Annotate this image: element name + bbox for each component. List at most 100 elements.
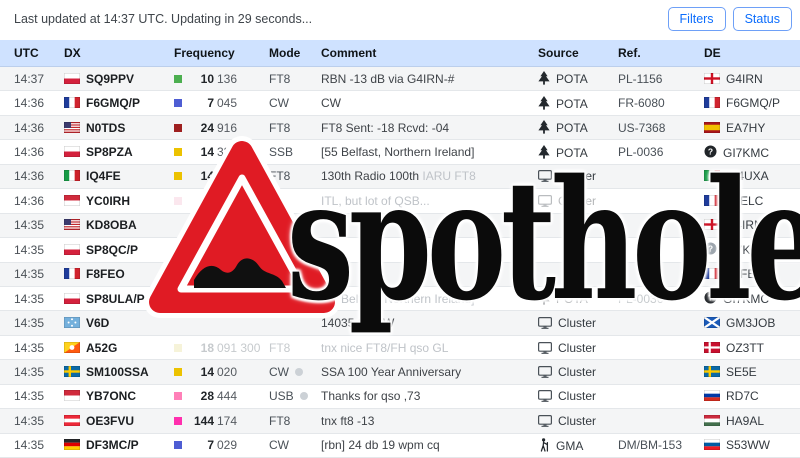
- spot-comment: RBN -13 dB via G4IRN-#: [317, 66, 534, 92]
- spot-utc: 14:36: [0, 139, 60, 165]
- spot-utc: 14:36: [0, 188, 60, 214]
- spot-row[interactable]: 14:36 YC0IRH ITL, but lot of QSB... Cluster…: [0, 188, 800, 214]
- spot-de-callsign: SE5E: [700, 359, 800, 385]
- spot-mode: SSB: [265, 139, 317, 165]
- spot-dx-callsign: YC0IRH: [60, 188, 170, 214]
- spot-dx-callsign: YB7ONC: [60, 384, 170, 410]
- spot-mode: FT8: [265, 66, 317, 92]
- spot-utc: 14:36: [0, 164, 60, 190]
- spot-row[interactable]: 14:35 F8FEO F8FEO: [0, 262, 800, 287]
- spot-row[interactable]: 14:37 SQ9PPV 10 136 FT8 RBN -13 dB via G4IRN-…: [0, 66, 800, 92]
- spot-dx-callsign: N0TDS: [60, 115, 170, 141]
- spot-source: Cluster: [534, 359, 614, 385]
- column-header-frequency: Frequency: [170, 40, 265, 67]
- spot-dx-callsign: OE3FVU: [60, 408, 170, 434]
- spot-frequency: [170, 213, 265, 239]
- spot-mode: CW: [265, 359, 317, 385]
- column-header-ref: Ref.: [614, 40, 700, 67]
- pota-tree-icon: [538, 144, 550, 159]
- spot-mode: [265, 213, 317, 239]
- spot-row[interactable]: 14:35 DF3MC/P 7 029 CW [rbn] 24 db 19 wpm cq G…: [0, 433, 800, 458]
- spot-comment: [317, 237, 534, 263]
- spot-row[interactable]: 14:35 KD8OBA G4IRN: [0, 213, 800, 239]
- svg-text:?: ?: [708, 146, 713, 156]
- spot-de-callsign: IK4UXA: [700, 164, 800, 190]
- spot-dx-callsign: F8FEO: [60, 262, 170, 287]
- flag-at-icon: [64, 414, 80, 426]
- spot-ref: [614, 359, 700, 385]
- spot-ref: DM/BM-153: [614, 433, 700, 458]
- flag-it-icon: [704, 170, 720, 182]
- flag-fr-icon: [704, 194, 720, 206]
- spot-frequency: 144 174: [170, 408, 265, 434]
- spot-dx-callsign: SP8ULA/P: [60, 286, 170, 312]
- spot-utc: 14:35: [0, 213, 60, 239]
- svg-text:?: ?: [708, 292, 713, 302]
- filters-button[interactable]: Filters: [667, 7, 726, 31]
- flag-fr-icon: [704, 268, 720, 280]
- spot-comment: [55 Belfast, Northern Ireland]: [317, 286, 534, 312]
- spot-row[interactable]: 14:36 N0TDS 24 916 FT8 FT8 Sent: -18 Rcvd: -0…: [0, 115, 800, 141]
- flag-ru-icon: [704, 390, 720, 402]
- spot-row[interactable]: 14:35 A52G 18 091 300 FT8 tnx nice FT8/FH qso…: [0, 335, 800, 361]
- spot-dx-callsign: V6D: [60, 310, 170, 336]
- spot-mode: [265, 237, 317, 263]
- spot-comment: FT8 Sent: -18 Rcvd: -04: [317, 115, 534, 141]
- last-updated-text: Last updated at 14:37 UTC. Updating in 2…: [14, 12, 313, 26]
- spot-frequency: [170, 262, 265, 287]
- mode-help-icon: [295, 367, 303, 376]
- spot-row[interactable]: 14:36 IQ4FE 14 074 FT8 130th Radio 100th IARU…: [0, 164, 800, 190]
- spot-ref: PL-1156: [614, 66, 700, 92]
- spot-frequency: 10 136: [170, 66, 265, 92]
- flag-eng-icon: [704, 219, 720, 231]
- spot-row[interactable]: 14:36 SP8PZA 14 337 SSB [55 Belfast, Northern…: [0, 139, 800, 165]
- spot-frequency: [170, 310, 265, 336]
- spot-ref: [614, 188, 700, 214]
- spot-de-callsign: G4IRN: [700, 213, 800, 239]
- spot-frequency: 24 916: [170, 115, 265, 141]
- pota-tree-icon: [538, 120, 550, 134]
- spot-mode: [265, 310, 317, 336]
- spot-row[interactable]: 14:36 F6GMQ/P 7 045 CW CW POTA FR-6080 F6GMQ/P: [0, 90, 800, 116]
- cluster-monitor-icon: [538, 365, 553, 378]
- band-color-square: [174, 416, 182, 425]
- spot-row[interactable]: 14:35 OE3FVU 144 174 FT8 tnx ft8 -13 Cluster HA…: [0, 408, 800, 434]
- flag-fr-icon: [64, 97, 80, 109]
- spot-row[interactable]: 14:35 YB7ONC 28 444 USB Thanks for qso ,73 Clu…: [0, 384, 800, 410]
- spot-utc: 14:35: [0, 384, 60, 410]
- spot-frequency: [170, 188, 265, 214]
- spot-utc: 14:35: [0, 408, 60, 434]
- spot-source: Cluster: [534, 310, 614, 336]
- spot-frequency: 7 029: [170, 433, 265, 458]
- table-header-row: UTC DX Frequency Mode Comment Source Ref…: [0, 40, 800, 67]
- status-button[interactable]: Status: [732, 7, 792, 31]
- column-header-de: DE: [700, 40, 800, 67]
- top-bar: Last updated at 14:37 UTC. Updating in 2…: [0, 0, 800, 40]
- band-color-square: [174, 343, 182, 352]
- band-color-square: [174, 74, 182, 83]
- spot-mode: CW: [265, 90, 317, 116]
- spot-source: GMA: [534, 433, 614, 458]
- spot-utc: 14:35: [0, 359, 60, 385]
- spot-source: Cluster: [534, 384, 614, 410]
- flag-si-icon: [704, 439, 720, 451]
- spot-row[interactable]: 14:35 SM100SSA 14 020 CW SSA 100 Year Anniver…: [0, 359, 800, 385]
- spot-comment: 14035.20 CW: [317, 310, 534, 336]
- spot-ref: [614, 164, 700, 190]
- column-header-mode: Mode: [265, 40, 317, 67]
- flag-fr-icon: [64, 268, 80, 280]
- spot-ref: [614, 384, 700, 410]
- spot-row[interactable]: 14:35 SP8QC/P ? GI7KMC: [0, 237, 800, 263]
- cluster-monitor-icon: [538, 170, 553, 183]
- flag-dk-icon: [704, 341, 720, 353]
- spot-ref: [614, 237, 700, 263]
- question-circle-icon: ?: [704, 145, 717, 158]
- spot-comment: [rbn] 24 db 19 wpm cq: [317, 433, 534, 458]
- spot-dx-callsign: A52G: [60, 335, 170, 361]
- spot-utc: 14:35: [0, 335, 60, 361]
- band-color-square: [174, 392, 182, 401]
- band-color-square: [174, 367, 182, 376]
- spot-row[interactable]: 14:35 SP8ULA/P [55 Belfast, Northern Irela…: [0, 286, 800, 312]
- spot-source: Cluster: [534, 188, 614, 214]
- spot-row[interactable]: 14:35 V6D 14035.20 CW Cluster GM3JOB: [0, 310, 800, 336]
